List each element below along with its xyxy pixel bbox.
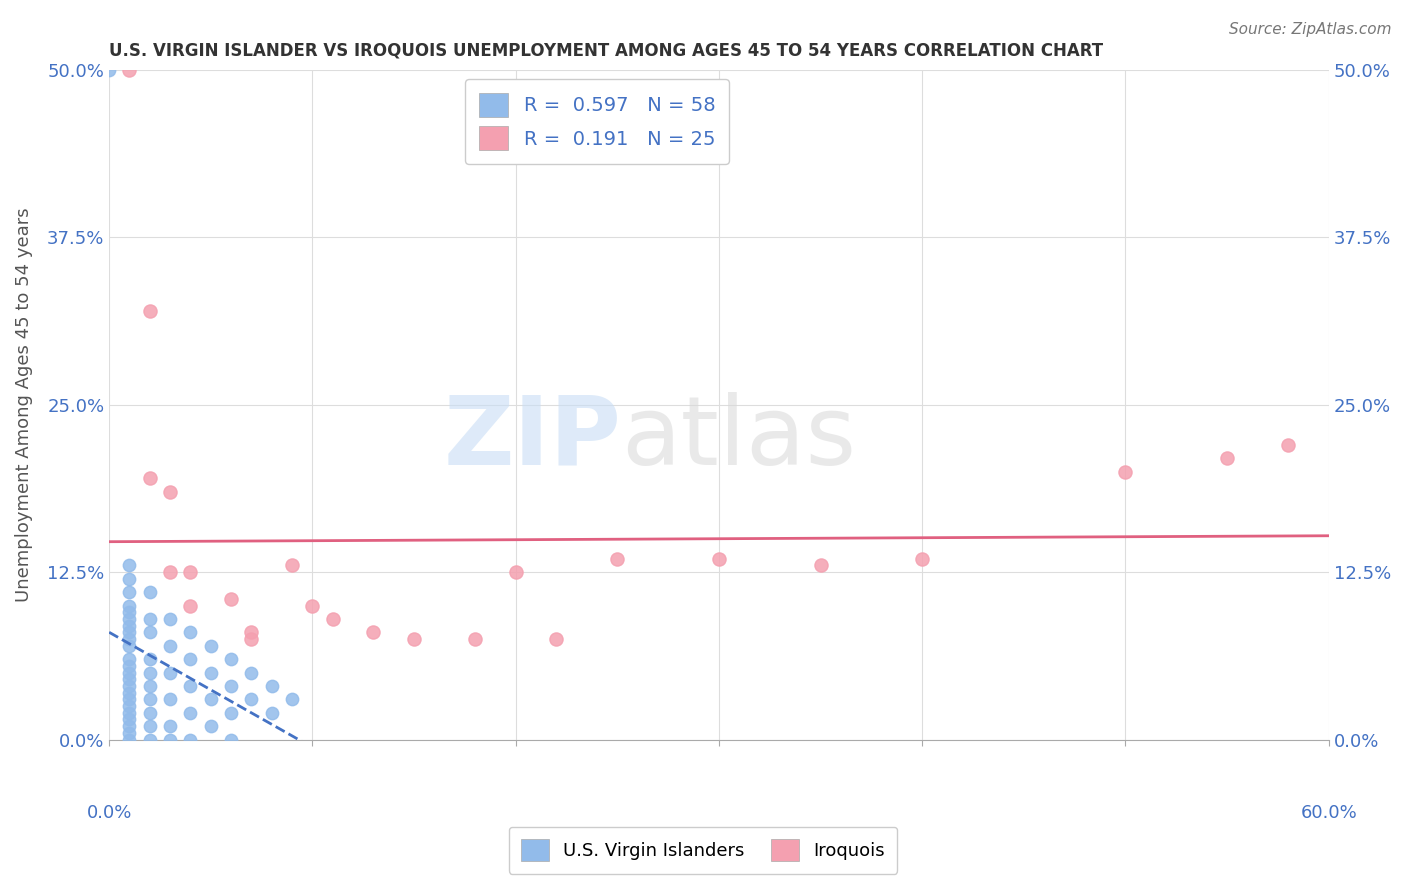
Text: U.S. VIRGIN ISLANDER VS IROQUOIS UNEMPLOYMENT AMONG AGES 45 TO 54 YEARS CORRELAT: U.S. VIRGIN ISLANDER VS IROQUOIS UNEMPLO… — [110, 42, 1104, 60]
Point — [240, 625, 263, 640]
Point — [118, 585, 141, 599]
Point — [505, 565, 527, 579]
Point — [98, 62, 121, 77]
Point — [281, 692, 304, 706]
Point — [139, 692, 162, 706]
Point — [260, 706, 283, 720]
Point — [118, 686, 141, 700]
Point — [139, 665, 162, 680]
Y-axis label: Unemployment Among Ages 45 to 54 years: Unemployment Among Ages 45 to 54 years — [15, 207, 32, 602]
Point — [301, 599, 323, 613]
Point — [179, 599, 201, 613]
Point — [118, 62, 141, 77]
Point — [118, 719, 141, 733]
Point — [219, 591, 242, 606]
Point — [118, 713, 141, 727]
Point — [179, 652, 201, 666]
Point — [200, 665, 222, 680]
Point — [179, 732, 201, 747]
Point — [139, 732, 162, 747]
Point — [179, 625, 201, 640]
Point — [139, 612, 162, 626]
Point — [1277, 438, 1299, 452]
Text: 0.0%: 0.0% — [86, 804, 132, 822]
Point — [118, 632, 141, 646]
Point — [911, 551, 934, 566]
Point — [179, 706, 201, 720]
Legend: R =  0.597   N = 58, R =  0.191   N = 25: R = 0.597 N = 58, R = 0.191 N = 25 — [465, 79, 728, 164]
Point — [139, 625, 162, 640]
Point — [707, 551, 730, 566]
Point — [810, 558, 832, 573]
Point — [118, 665, 141, 680]
Point — [260, 679, 283, 693]
Text: atlas: atlas — [621, 392, 856, 484]
Point — [118, 672, 141, 686]
Legend: U.S. Virgin Islanders, Iroquois: U.S. Virgin Islanders, Iroquois — [509, 827, 897, 874]
Point — [546, 632, 568, 646]
Point — [219, 706, 242, 720]
Point — [139, 471, 162, 485]
Point — [159, 639, 181, 653]
Point — [139, 719, 162, 733]
Point — [240, 665, 263, 680]
Point — [118, 572, 141, 586]
Text: Source: ZipAtlas.com: Source: ZipAtlas.com — [1229, 22, 1392, 37]
Point — [139, 679, 162, 693]
Point — [159, 484, 181, 499]
Point — [159, 719, 181, 733]
Point — [219, 679, 242, 693]
Point — [606, 551, 628, 566]
Point — [139, 652, 162, 666]
Point — [200, 719, 222, 733]
Point — [159, 692, 181, 706]
Point — [118, 605, 141, 619]
Point — [200, 692, 222, 706]
Point — [118, 658, 141, 673]
Point — [139, 585, 162, 599]
Point — [219, 652, 242, 666]
Point — [1114, 465, 1136, 479]
Point — [118, 692, 141, 706]
Point — [118, 558, 141, 573]
Point — [139, 706, 162, 720]
Point — [464, 632, 486, 646]
Point — [118, 699, 141, 714]
Point — [118, 639, 141, 653]
Point — [402, 632, 425, 646]
Point — [363, 625, 385, 640]
Point — [159, 732, 181, 747]
Point — [240, 632, 263, 646]
Point — [179, 679, 201, 693]
Point — [200, 639, 222, 653]
Point — [118, 612, 141, 626]
Point — [118, 618, 141, 632]
Point — [322, 612, 344, 626]
Point — [118, 599, 141, 613]
Text: ZIP: ZIP — [443, 392, 621, 484]
Point — [118, 706, 141, 720]
Point — [281, 558, 304, 573]
Point — [179, 565, 201, 579]
Point — [118, 652, 141, 666]
Point — [139, 303, 162, 318]
Point — [219, 732, 242, 747]
Point — [1216, 451, 1239, 466]
Point — [118, 726, 141, 740]
Point — [159, 612, 181, 626]
Point — [118, 625, 141, 640]
Point — [240, 692, 263, 706]
Point — [159, 565, 181, 579]
Text: 60.0%: 60.0% — [1301, 804, 1357, 822]
Point — [118, 679, 141, 693]
Point — [118, 732, 141, 747]
Point — [159, 665, 181, 680]
